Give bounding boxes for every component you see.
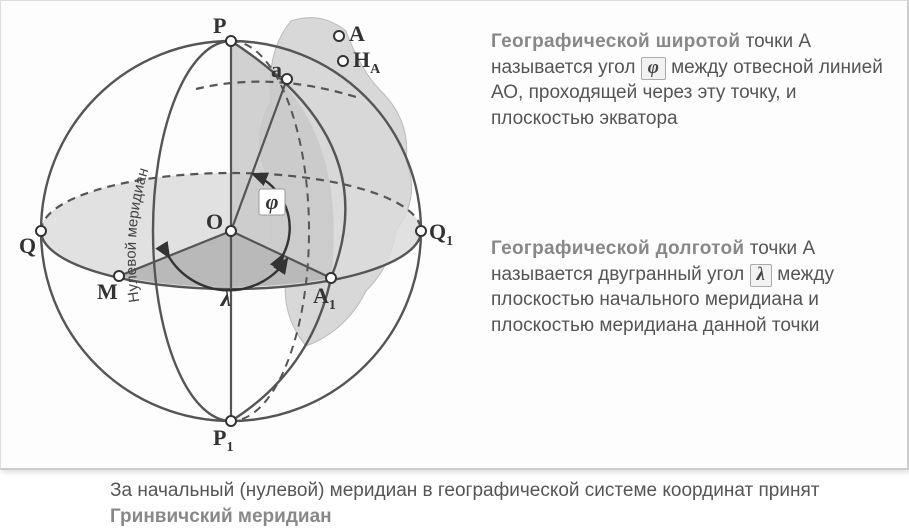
longitude-heading: Географической долготой xyxy=(491,238,744,259)
point-O xyxy=(226,226,236,236)
svg-text:Q: Q xyxy=(19,233,36,258)
point-Q1 xyxy=(416,226,426,236)
svg-text:O: O xyxy=(206,209,223,234)
point-A1 xyxy=(326,273,336,283)
point-Q xyxy=(36,226,46,236)
geo-sphere-diagram: φ λ Нулевой меридиан P P1 Q Q1 O M xyxy=(1,1,481,461)
point-P1 xyxy=(226,416,236,426)
latitude-definition: Географической широтой точки А называетс… xyxy=(491,29,891,132)
footer-text: За начальный (нулевой) меридиан в геогра… xyxy=(110,478,830,529)
point-A xyxy=(334,31,344,41)
latitude-heading: Географической широтой xyxy=(491,31,740,52)
svg-text:P1: P1 xyxy=(213,425,233,455)
svg-text:a: a xyxy=(271,57,282,82)
lambda-badge: λ xyxy=(750,264,772,287)
svg-text:Q1: Q1 xyxy=(429,219,453,249)
svg-text:M: M xyxy=(97,279,118,304)
point-HA xyxy=(338,56,348,66)
longitude-definition: Географической долготой точки А называет… xyxy=(491,236,891,339)
point-P xyxy=(226,36,236,46)
lambda-label: λ xyxy=(220,286,232,312)
phi-label: φ xyxy=(266,189,279,214)
svg-text:A: A xyxy=(349,21,365,46)
point-a xyxy=(282,74,292,84)
footer-greenwich: Гринвичский меридиан xyxy=(110,506,332,527)
phi-badge: φ xyxy=(641,57,666,80)
card: φ λ Нулевой меридиан P P1 Q Q1 O M xyxy=(0,0,909,470)
svg-text:P: P xyxy=(213,13,226,38)
footer-part1: За начальный (нулевой) меридиан в геогра… xyxy=(110,480,819,501)
